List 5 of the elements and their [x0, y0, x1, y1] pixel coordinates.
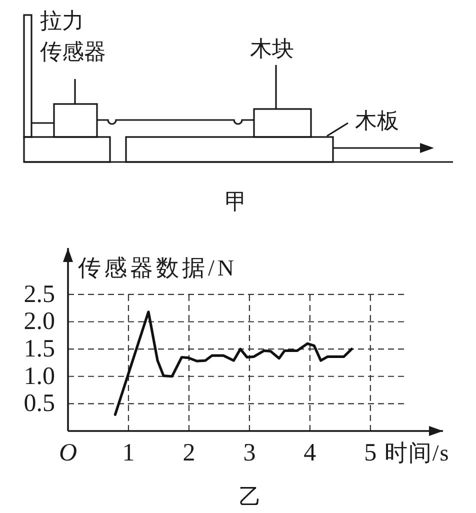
- annotation: 木块: [250, 36, 295, 64]
- annotation: 甲: [224, 189, 248, 217]
- annotation: 乙: [238, 484, 262, 512]
- annotation: 拉力传感器: [40, 8, 107, 67]
- annotation: 木板: [355, 108, 400, 136]
